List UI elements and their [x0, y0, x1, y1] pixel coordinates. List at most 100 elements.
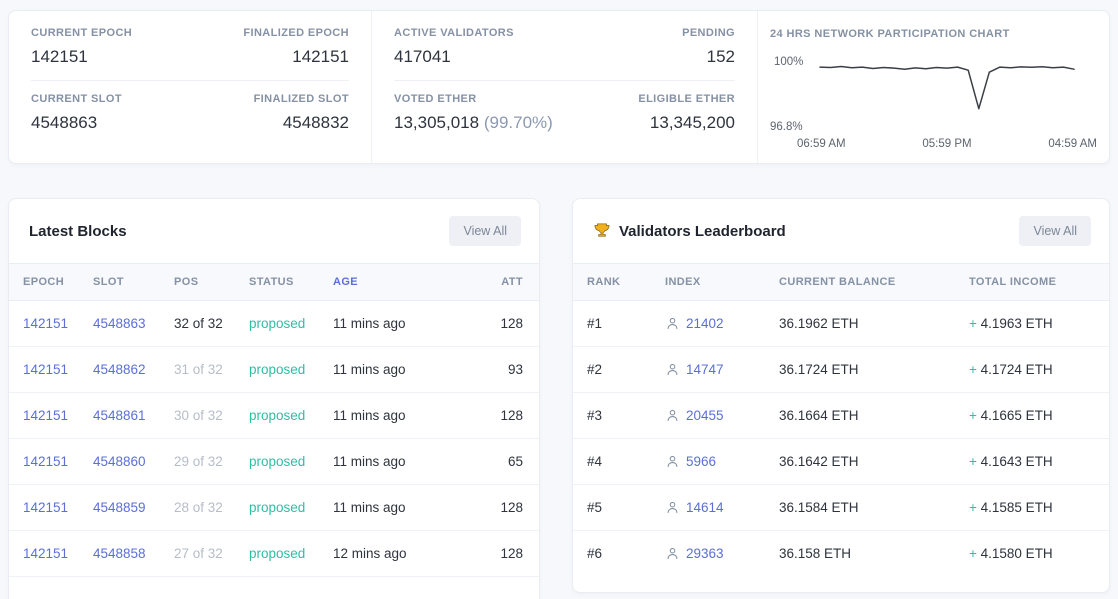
slot-link[interactable]: 4548858	[93, 546, 146, 561]
block-pos-cell: 32 of 32	[160, 300, 235, 347]
voted-ether-percentage: (99.70%)	[483, 113, 553, 132]
slot-link[interactable]: 4548859	[93, 500, 146, 515]
chart-y-min-label: 96.8%	[770, 121, 803, 133]
active-validators-label: ACTIVE VALIDATORS	[394, 27, 514, 39]
current-balance-cell: 36.1584 ETH	[765, 484, 955, 531]
leaderboard-table: RANK INDEX CURRENT BALANCE TOTAL INCOME #1 2…	[573, 263, 1109, 576]
voted-ether-label: VOTED ETHER	[394, 93, 477, 105]
block-row: 142151 4548860 29 of 32 proposed 11 mins ago…	[9, 438, 539, 485]
column-header-slot[interactable]: SLOT	[79, 263, 160, 301]
chart-x-label-right: 04:59 AM	[1048, 138, 1097, 150]
block-age-cell: 11 mins ago	[319, 300, 473, 347]
latest-blocks-header-row: EPOCH SLOT POS STATUS AGE ATT	[9, 263, 539, 301]
block-age-cell: 11 mins ago	[319, 346, 473, 393]
validator-person-icon	[667, 501, 678, 514]
stat-finalized-epoch: FINALIZED EPOCH 142151	[243, 27, 349, 67]
block-slot-cell: 4548863	[79, 300, 160, 347]
block-att-cell: 65	[473, 438, 539, 485]
slot-link[interactable]: 4548862	[93, 362, 146, 377]
current-slot-value: 4548863	[31, 113, 98, 132]
leaderboard-row: #6 29363 36.158 ETH + 4.1580 ETH	[573, 531, 1109, 577]
slot-link[interactable]: 4548861	[93, 408, 146, 423]
network-stats-panel: CURRENT EPOCH 142151 FINALIZED EPOCH 142…	[8, 10, 1110, 164]
column-header-att[interactable]: ATT	[473, 263, 539, 301]
epoch-link[interactable]: 142151	[23, 408, 69, 423]
epoch-link[interactable]: 142151	[23, 546, 69, 561]
column-header-index[interactable]: INDEX	[651, 263, 765, 301]
validator-index-link[interactable]: 20455	[686, 408, 724, 423]
block-row: 142151 4548863 32 of 32 proposed 11 mins ago…	[9, 300, 539, 347]
block-epoch-cell: 142151	[9, 530, 79, 577]
validator-index-link[interactable]: 14614	[686, 500, 724, 515]
epoch-link[interactable]: 142151	[23, 454, 69, 469]
validator-index-link[interactable]: 14747	[686, 362, 724, 377]
stat-active-validators: ACTIVE VALIDATORS 417041	[394, 27, 514, 67]
status-badge: proposed	[249, 362, 306, 377]
block-pos-cell: 29 of 32	[160, 438, 235, 485]
divider	[394, 80, 735, 81]
leaderboard-header: Validators Leaderboard View All	[573, 199, 1109, 263]
column-header-rank[interactable]: RANK	[573, 263, 651, 301]
latest-blocks-view-all-button[interactable]: View All	[449, 216, 521, 246]
leaderboard-view-all-button[interactable]: View All	[1019, 216, 1091, 246]
column-header-status[interactable]: STATUS	[235, 263, 319, 301]
participation-chart-title: 24 HRS NETWORK PARTICIPATION CHART	[770, 28, 1010, 40]
epoch-link[interactable]: 142151	[23, 316, 69, 331]
leaderboard-row: #1 21402 36.1962 ETH + 4.1963 ETH	[573, 300, 1109, 347]
voted-ether-value: 13,305,018 (99.70%)	[394, 113, 553, 132]
validator-index-cell: 20455	[651, 392, 765, 439]
slot-link[interactable]: 4548863	[93, 316, 146, 331]
block-status-cell: proposed	[235, 346, 319, 393]
trophy-icon	[594, 223, 610, 237]
block-row: 142151 4548859 28 of 32 proposed 11 mins ago…	[9, 484, 539, 531]
rank-cell: #1	[573, 300, 651, 347]
leaderboard-title: Validators Leaderboard	[593, 222, 786, 240]
stat-eligible-ether: ELIGIBLE ETHER 13,345,200	[638, 93, 735, 133]
block-slot-cell: 4548861	[79, 392, 160, 439]
eligible-ether-label: ELIGIBLE ETHER	[638, 93, 735, 105]
column-header-current-balance[interactable]: CURRENT BALANCE	[765, 263, 955, 301]
current-balance-cell: 36.1664 ETH	[765, 392, 955, 439]
epoch-link[interactable]: 142151	[23, 362, 69, 377]
stat-finalized-slot: FINALIZED SLOT 4548832	[254, 93, 349, 133]
validator-person-icon	[667, 547, 678, 560]
leaderboard-title-text: Validators Leaderboard	[619, 222, 786, 240]
current-epoch-value: 142151	[31, 47, 88, 66]
validator-index-link[interactable]: 29363	[686, 546, 724, 561]
validator-index-cell: 14747	[651, 346, 765, 393]
income-plus-sign: +	[969, 408, 977, 423]
leaderboard-header-row: RANK INDEX CURRENT BALANCE TOTAL INCOME	[573, 263, 1109, 301]
chart-x-label-left: 06:59 AM	[797, 138, 846, 150]
income-plus-sign: +	[969, 546, 977, 561]
chart-y-max-label: 100%	[774, 56, 804, 68]
block-pos-cell: 27 of 32	[160, 530, 235, 577]
column-header-epoch[interactable]: EPOCH	[9, 263, 79, 301]
participation-chart-section: 24 HRS NETWORK PARTICIPATION CHART 100% …	[757, 11, 1109, 163]
block-att-cell: 93	[473, 346, 539, 393]
latest-blocks-header: Latest Blocks View All	[9, 199, 539, 263]
column-header-pos[interactable]: POS	[160, 263, 235, 301]
block-status-cell: proposed	[235, 392, 319, 439]
latest-blocks-table: EPOCH SLOT POS STATUS AGE ATT 142151 4548863 32…	[9, 263, 539, 577]
block-att-cell: 128	[473, 392, 539, 439]
slot-link[interactable]: 4548860	[93, 454, 146, 469]
rank-cell: #5	[573, 484, 651, 531]
validator-person-icon	[667, 455, 678, 468]
current-balance-cell: 36.1642 ETH	[765, 438, 955, 485]
block-slot-cell: 4548862	[79, 346, 160, 393]
block-age-cell: 11 mins ago	[319, 392, 473, 439]
leaderboard-row: #5 14614 36.1584 ETH + 4.1585 ETH	[573, 484, 1109, 531]
column-header-age[interactable]: AGE	[319, 263, 473, 301]
validator-index-cell: 14614	[651, 484, 765, 531]
column-header-total-income[interactable]: TOTAL INCOME	[955, 263, 1109, 301]
block-row: 142151 4548862 31 of 32 proposed 11 mins ago…	[9, 346, 539, 393]
total-income-cell: + 4.1724 ETH	[955, 346, 1109, 393]
block-epoch-cell: 142151	[9, 392, 79, 439]
validator-index-link[interactable]: 21402	[686, 316, 724, 331]
status-badge: proposed	[249, 500, 306, 515]
epoch-link[interactable]: 142151	[23, 500, 69, 515]
stat-current-epoch: CURRENT EPOCH 142151	[31, 27, 132, 67]
validator-index-link[interactable]: 5966	[686, 454, 717, 469]
validator-person-icon	[667, 363, 678, 376]
validator-index-cell: 5966	[651, 438, 765, 485]
